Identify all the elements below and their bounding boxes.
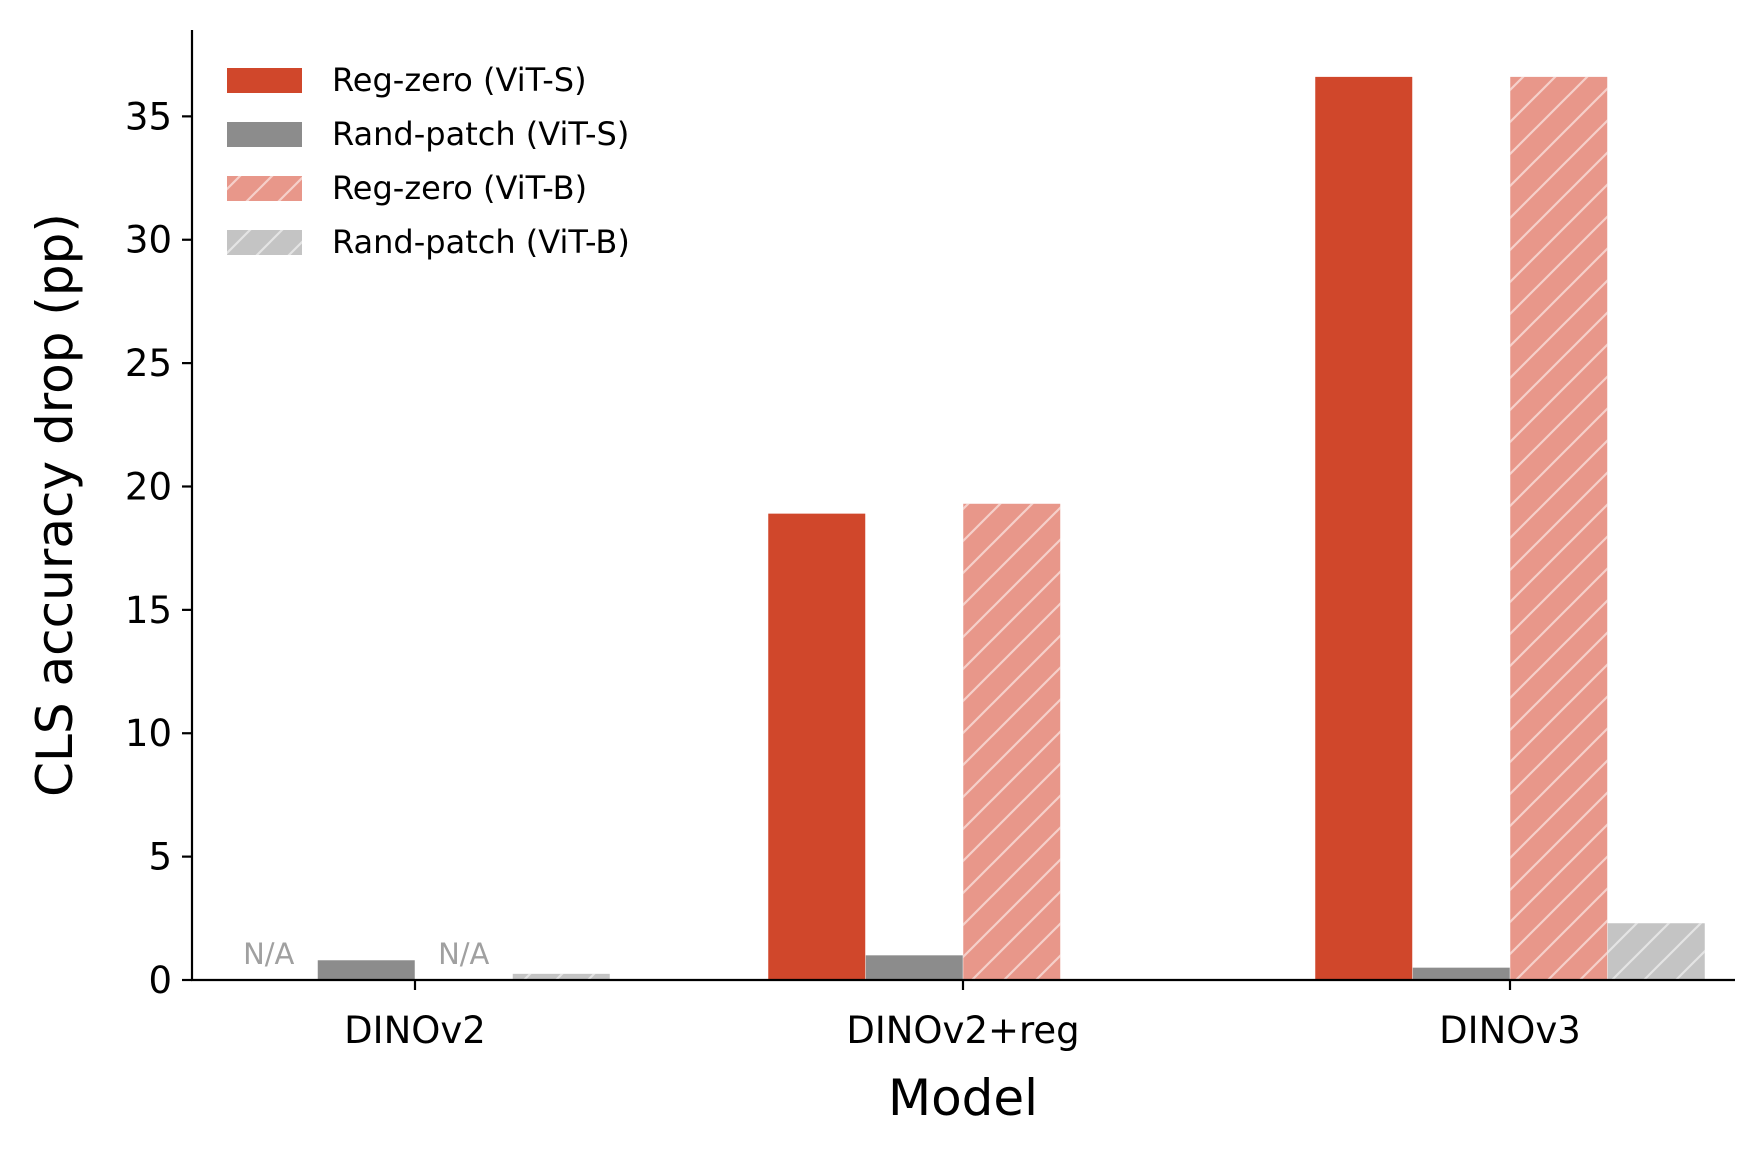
- bar-reg-zero-vit-s-dinov3: [1315, 76, 1413, 980]
- legend-item-rand-patch-vit-b: Rand-patch (ViT-B): [227, 223, 630, 261]
- y-tick-label: 0: [148, 959, 172, 1002]
- y-tick-label: 30: [125, 219, 172, 262]
- bar-reg-zero-vit-s-dinov2-reg: [768, 513, 866, 980]
- bar-hatch: [512, 973, 610, 980]
- x-ticks: DINOv2 DINOv2+reg DINOv3: [344, 980, 1581, 1052]
- bar-fill: [768, 513, 866, 980]
- na-annotation: N/A: [438, 937, 489, 971]
- legend-label: Reg-zero (ViT-S): [332, 61, 587, 99]
- y-axis-title: CLS accuracy drop (pp): [26, 213, 84, 797]
- bar-hatch: [1607, 923, 1705, 980]
- legend-label: Rand-patch (ViT-S): [332, 115, 629, 153]
- legend-swatch-hatch: [227, 230, 302, 255]
- y-tick-label: 20: [125, 465, 172, 508]
- legend-item-reg-zero-vit-s: Reg-zero (ViT-S): [227, 61, 587, 99]
- bar-rand-patch-vit-s-dinov2-reg: [865, 955, 963, 980]
- bar-fill: [865, 955, 963, 980]
- legend-label: Reg-zero (ViT-B): [332, 169, 587, 207]
- x-tick-label-dinov3: DINOv3: [1439, 1009, 1581, 1052]
- legend-label: Rand-patch (ViT-B): [332, 223, 630, 261]
- y-tick-label: 10: [125, 712, 172, 755]
- x-tick-label-dinov2: DINOv2: [344, 1009, 486, 1052]
- legend: Reg-zero (ViT-S) Rand-patch (ViT-S) Reg-ze…: [227, 61, 630, 261]
- legend-swatch: [227, 122, 302, 147]
- bar-rand-patch-vit-b-dinov2: [512, 973, 610, 980]
- legend-swatch-hatch: [227, 176, 302, 201]
- y-tick-label: 15: [125, 589, 172, 632]
- bar-hatch: [1510, 76, 1608, 980]
- bar-reg-zero-vit-b-dinov3: [1510, 76, 1608, 980]
- bar-fill: [317, 960, 415, 980]
- y-tick-label: 25: [125, 342, 172, 385]
- y-ticks: 0 5 10 15 20 25 30 35: [125, 95, 192, 1002]
- legend-swatch: [227, 68, 302, 93]
- x-tick-label-dinov2-reg: DINOv2+reg: [846, 1009, 1079, 1052]
- x-axis-title: Model: [888, 1069, 1038, 1127]
- annotation-layer: N/A N/A: [243, 937, 489, 971]
- y-tick-label: 35: [125, 95, 172, 138]
- bar-rand-patch-vit-s-dinov3: [1412, 967, 1510, 980]
- bar-rand-patch-vit-s-dinov2: [317, 960, 415, 980]
- bar-hatch: [963, 503, 1061, 980]
- bars-layer: [317, 76, 1705, 980]
- y-tick-label: 5: [148, 836, 172, 879]
- bar-fill: [1315, 76, 1413, 980]
- na-annotation: N/A: [243, 937, 294, 971]
- legend-item-reg-zero-vit-b: Reg-zero (ViT-B): [227, 169, 587, 207]
- bar-rand-patch-vit-b-dinov3: [1607, 923, 1705, 980]
- legend-item-rand-patch-vit-s: Rand-patch (ViT-S): [227, 115, 629, 153]
- bar-reg-zero-vit-b-dinov2-reg: [963, 503, 1061, 980]
- bar-fill: [1412, 967, 1510, 980]
